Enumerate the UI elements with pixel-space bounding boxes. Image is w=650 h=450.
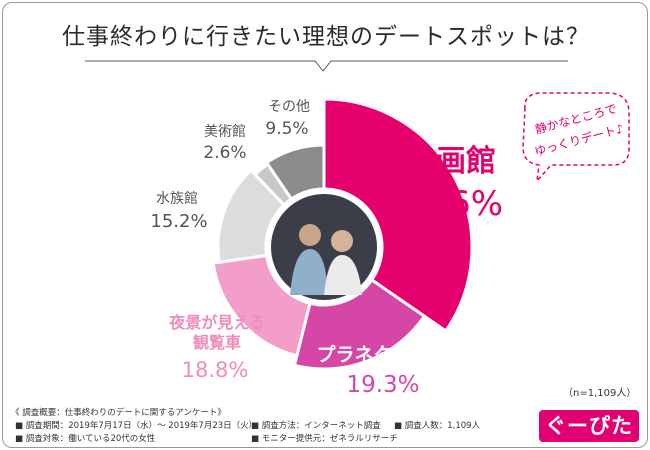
data-label: 18.8% — [182, 358, 249, 382]
page-title: 仕事終わりに行きたい理想のデートスポットは？ — [62, 24, 590, 50]
slice-label: その他 — [268, 99, 310, 115]
survey-method: ■ 調査方法：インターネット調査 — [251, 421, 381, 431]
brand-logo: ぐーぴたっ — [539, 410, 639, 447]
survey-count: ■ 調査人数：1,109人 — [394, 421, 481, 431]
slice-label: 美術館 — [204, 123, 246, 140]
data-label: 15.2% — [150, 211, 207, 232]
slice-label: 水族館 — [156, 190, 198, 207]
slice-label: 夜景が見える — [168, 313, 265, 332]
speech-bubble — [522, 92, 630, 184]
data-label: 34.6% — [395, 184, 503, 224]
survey-period: ■ 調査期間：2019年7月17日（水）～ 2019年7月23日（火） — [15, 421, 258, 431]
sample-size: （n=1,109人） — [563, 388, 637, 399]
person-head-right — [331, 230, 353, 252]
slice-label: 観覧車 — [193, 333, 241, 352]
slice-group — [211, 97, 474, 371]
slice-label: 映画館 — [406, 144, 496, 179]
person-head-left — [299, 224, 321, 246]
survey-provider: ■ モニター提供元：ゼネラルリサーチ — [251, 434, 398, 444]
data-label: 2.6% — [203, 143, 246, 163]
person-body-left — [290, 249, 328, 295]
person-body-right — [324, 255, 362, 295]
title-underline — [85, 60, 568, 72]
survey-target: ■ 調査対象：働いている20代の女性 — [15, 434, 156, 444]
data-label: 19.3% — [346, 372, 419, 398]
survey-heading: 《 調査概要：仕事終わりのデートに関するアンケート》 — [11, 408, 226, 418]
data-label: 9.5% — [265, 119, 308, 139]
slice-label: プラネタリウム — [316, 343, 449, 366]
